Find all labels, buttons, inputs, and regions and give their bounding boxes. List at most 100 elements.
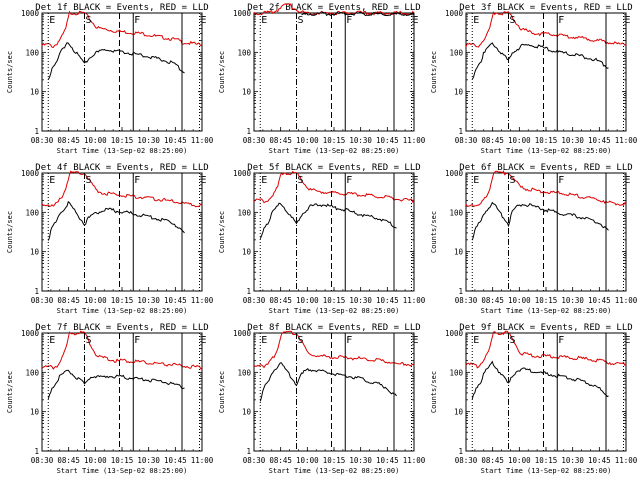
lld-series-line	[253, 3, 415, 16]
y-tick-label: 100	[25, 48, 39, 57]
time-marker-label: F	[558, 175, 564, 186]
x-tick-label: 10:15	[535, 136, 558, 145]
time-marker-label: F	[558, 335, 564, 346]
x-tick-label: 11:00	[615, 296, 638, 305]
x-tick-label: 08:30	[455, 296, 478, 305]
x-tick-label: 10:15	[535, 456, 558, 465]
y-tick-label: 100	[237, 208, 251, 217]
y-tick-label: 1000	[445, 329, 464, 338]
y-tick-label: 1	[246, 287, 251, 296]
x-tick-label: 10:45	[164, 456, 187, 465]
x-tick-label: 10:30	[561, 456, 584, 465]
y-axis-label: Counts/sec	[430, 371, 438, 413]
y-axis-label: Counts/sec	[430, 51, 438, 93]
time-marker-label: F	[134, 175, 140, 186]
time-marker-label: S	[298, 15, 304, 26]
x-tick-label: 11:00	[615, 136, 638, 145]
panel-title: Det 3f BLACK = Events, RED = LLD	[459, 3, 632, 13]
events-series-line	[259, 202, 397, 239]
panel-1: Det 1f BLACK = Events, RED = LLD 1 10 100 10…	[6, 3, 214, 155]
x-axis-label: Start Time (13-Sep-02 08:25:00)	[481, 467, 612, 475]
time-marker-label: S	[510, 175, 516, 186]
x-tick-label: 08:30	[243, 456, 266, 465]
x-tick-label: 10:45	[376, 136, 399, 145]
x-tick-label: 10:45	[376, 456, 399, 465]
panel-7: Det 7f BLACK = Events, RED = LLD 1 10 100 10…	[6, 323, 214, 475]
x-tick-label: 08:45	[57, 296, 80, 305]
x-tick-label: 10:15	[535, 296, 558, 305]
plot-frame	[465, 12, 627, 132]
x-tick-label: 10:00	[84, 456, 107, 465]
x-tick-label: 10:30	[137, 296, 160, 305]
time-marker-label: F	[134, 15, 140, 26]
x-tick-label: 08:30	[31, 296, 54, 305]
panel-title: Det 9f BLACK = Events, RED = LLD	[459, 323, 632, 333]
x-tick-label: 11:00	[191, 456, 214, 465]
lld-series-line	[465, 330, 627, 369]
time-marker-label: S	[298, 175, 304, 186]
y-tick-label: 1000	[21, 9, 40, 18]
x-tick-label: 10:15	[111, 136, 134, 145]
x-tick-label: 10:45	[164, 296, 187, 305]
x-tick-label: 08:45	[481, 136, 504, 145]
panel-title: Det 1f BLACK = Events, RED = LLD	[35, 3, 208, 13]
time-marker-label: S	[86, 175, 92, 186]
x-tick-label: 11:00	[403, 296, 426, 305]
time-marker-label: E	[473, 335, 479, 346]
x-tick-label: 11:00	[615, 456, 638, 465]
time-marker-label: S	[510, 335, 516, 346]
x-tick-label: 11:00	[191, 136, 214, 145]
panel-title: Det 8f BLACK = Events, RED = LLD	[247, 323, 420, 333]
time-marker-label: E	[625, 175, 631, 186]
y-tick-label: 1	[34, 127, 39, 136]
x-axis-label: Start Time (13-Sep-02 08:25:00)	[269, 147, 400, 155]
panel-title: Det 7f BLACK = Events, RED = LLD	[35, 323, 208, 333]
x-tick-label: 10:45	[588, 296, 611, 305]
x-tick-label: 10:45	[588, 136, 611, 145]
lld-series-line	[41, 330, 203, 370]
events-series-line	[471, 201, 609, 241]
plot-frame	[465, 172, 627, 292]
x-axis-label: Start Time (13-Sep-02 08:25:00)	[481, 307, 612, 315]
time-marker-label: E	[49, 15, 55, 26]
y-tick-label: 10	[454, 88, 464, 97]
panel-title: Det 2f BLACK = Events, RED = LLD	[247, 3, 420, 13]
time-marker-label: E	[261, 15, 267, 26]
x-tick-label: 10:15	[111, 296, 134, 305]
y-tick-label: 1	[246, 447, 251, 456]
x-tick-label: 10:30	[349, 136, 372, 145]
panel-title: Det 5f BLACK = Events, RED = LLD	[247, 163, 420, 173]
x-tick-label: 08:45	[269, 456, 292, 465]
panel-3: Det 3f BLACK = Events, RED = LLD 1 10 100 10…	[430, 3, 638, 155]
x-tick-label: 08:30	[243, 296, 266, 305]
time-marker-label: S	[510, 15, 516, 26]
x-tick-label: 10:30	[561, 136, 584, 145]
panel-2: Det 2f BLACK = Events, RED = LLD 1 10 100 10…	[218, 3, 426, 155]
plot-frame	[253, 12, 415, 132]
time-marker-label: S	[86, 335, 92, 346]
x-tick-label: 10:00	[296, 296, 319, 305]
x-tick-label: 10:30	[349, 296, 372, 305]
y-tick-label: 1000	[233, 9, 252, 18]
x-tick-label: 10:00	[508, 136, 531, 145]
panel-title: Det 4f BLACK = Events, RED = LLD	[35, 163, 208, 173]
y-axis-label: Counts/sec	[6, 51, 14, 93]
y-tick-label: 10	[454, 248, 464, 257]
x-tick-label: 10:15	[323, 136, 346, 145]
plot-frame	[253, 172, 415, 292]
x-axis-label: Start Time (13-Sep-02 08:25:00)	[57, 147, 188, 155]
time-marker-label: E	[473, 175, 479, 186]
y-axis-label: Counts/sec	[218, 371, 226, 413]
y-tick-label: 1000	[21, 329, 40, 338]
y-tick-label: 10	[454, 408, 464, 417]
y-tick-label: 10	[30, 88, 40, 97]
x-axis-label: Start Time (13-Sep-02 08:25:00)	[269, 467, 400, 475]
panel-8: Det 8f BLACK = Events, RED = LLD 1 10 100 10…	[218, 323, 426, 475]
time-marker-label: F	[134, 335, 140, 346]
time-marker-label: E	[261, 335, 267, 346]
y-tick-label: 100	[25, 368, 39, 377]
panel-title: Det 6f BLACK = Events, RED = LLD	[459, 163, 632, 173]
x-tick-label: 08:45	[57, 456, 80, 465]
plot-frame	[41, 332, 203, 452]
